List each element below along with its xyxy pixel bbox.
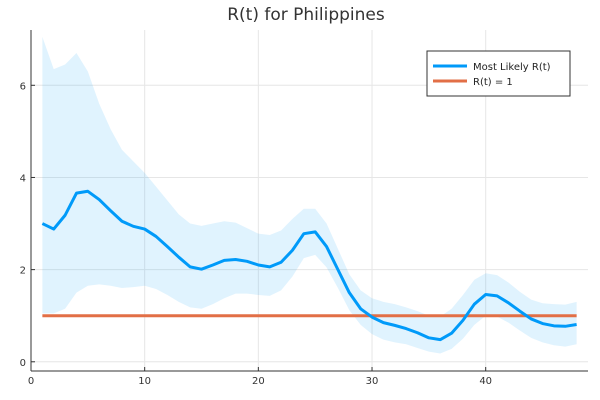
- y-tick-label: 6: [20, 81, 26, 92]
- legend: Most Likely R(t) R(t) = 1: [426, 50, 571, 97]
- x-tick-label: 0: [28, 376, 34, 387]
- series-lines: [41, 189, 577, 342]
- legend-label-1: R(t) = 1: [473, 77, 513, 88]
- legend-box: [426, 50, 571, 97]
- x-tick-label: 10: [138, 376, 151, 387]
- confidence-band: [42, 36, 577, 354]
- confidence-band-area: [42, 36, 577, 354]
- axes: 0 10 20 30 40 0 2 4 6: [20, 30, 588, 387]
- chart-title: R(t) for Philippines: [227, 5, 385, 25]
- x-tick-label: 20: [252, 376, 265, 387]
- series-line-0: [41, 189, 577, 342]
- x-tick-label: 30: [366, 376, 379, 387]
- y-tick-label: 2: [20, 266, 26, 277]
- y-tick-label: 0: [20, 358, 26, 369]
- legend-label-0: Most Likely R(t): [473, 62, 551, 73]
- y-tick-label: 4: [20, 173, 26, 184]
- x-tick-label: 40: [479, 376, 492, 387]
